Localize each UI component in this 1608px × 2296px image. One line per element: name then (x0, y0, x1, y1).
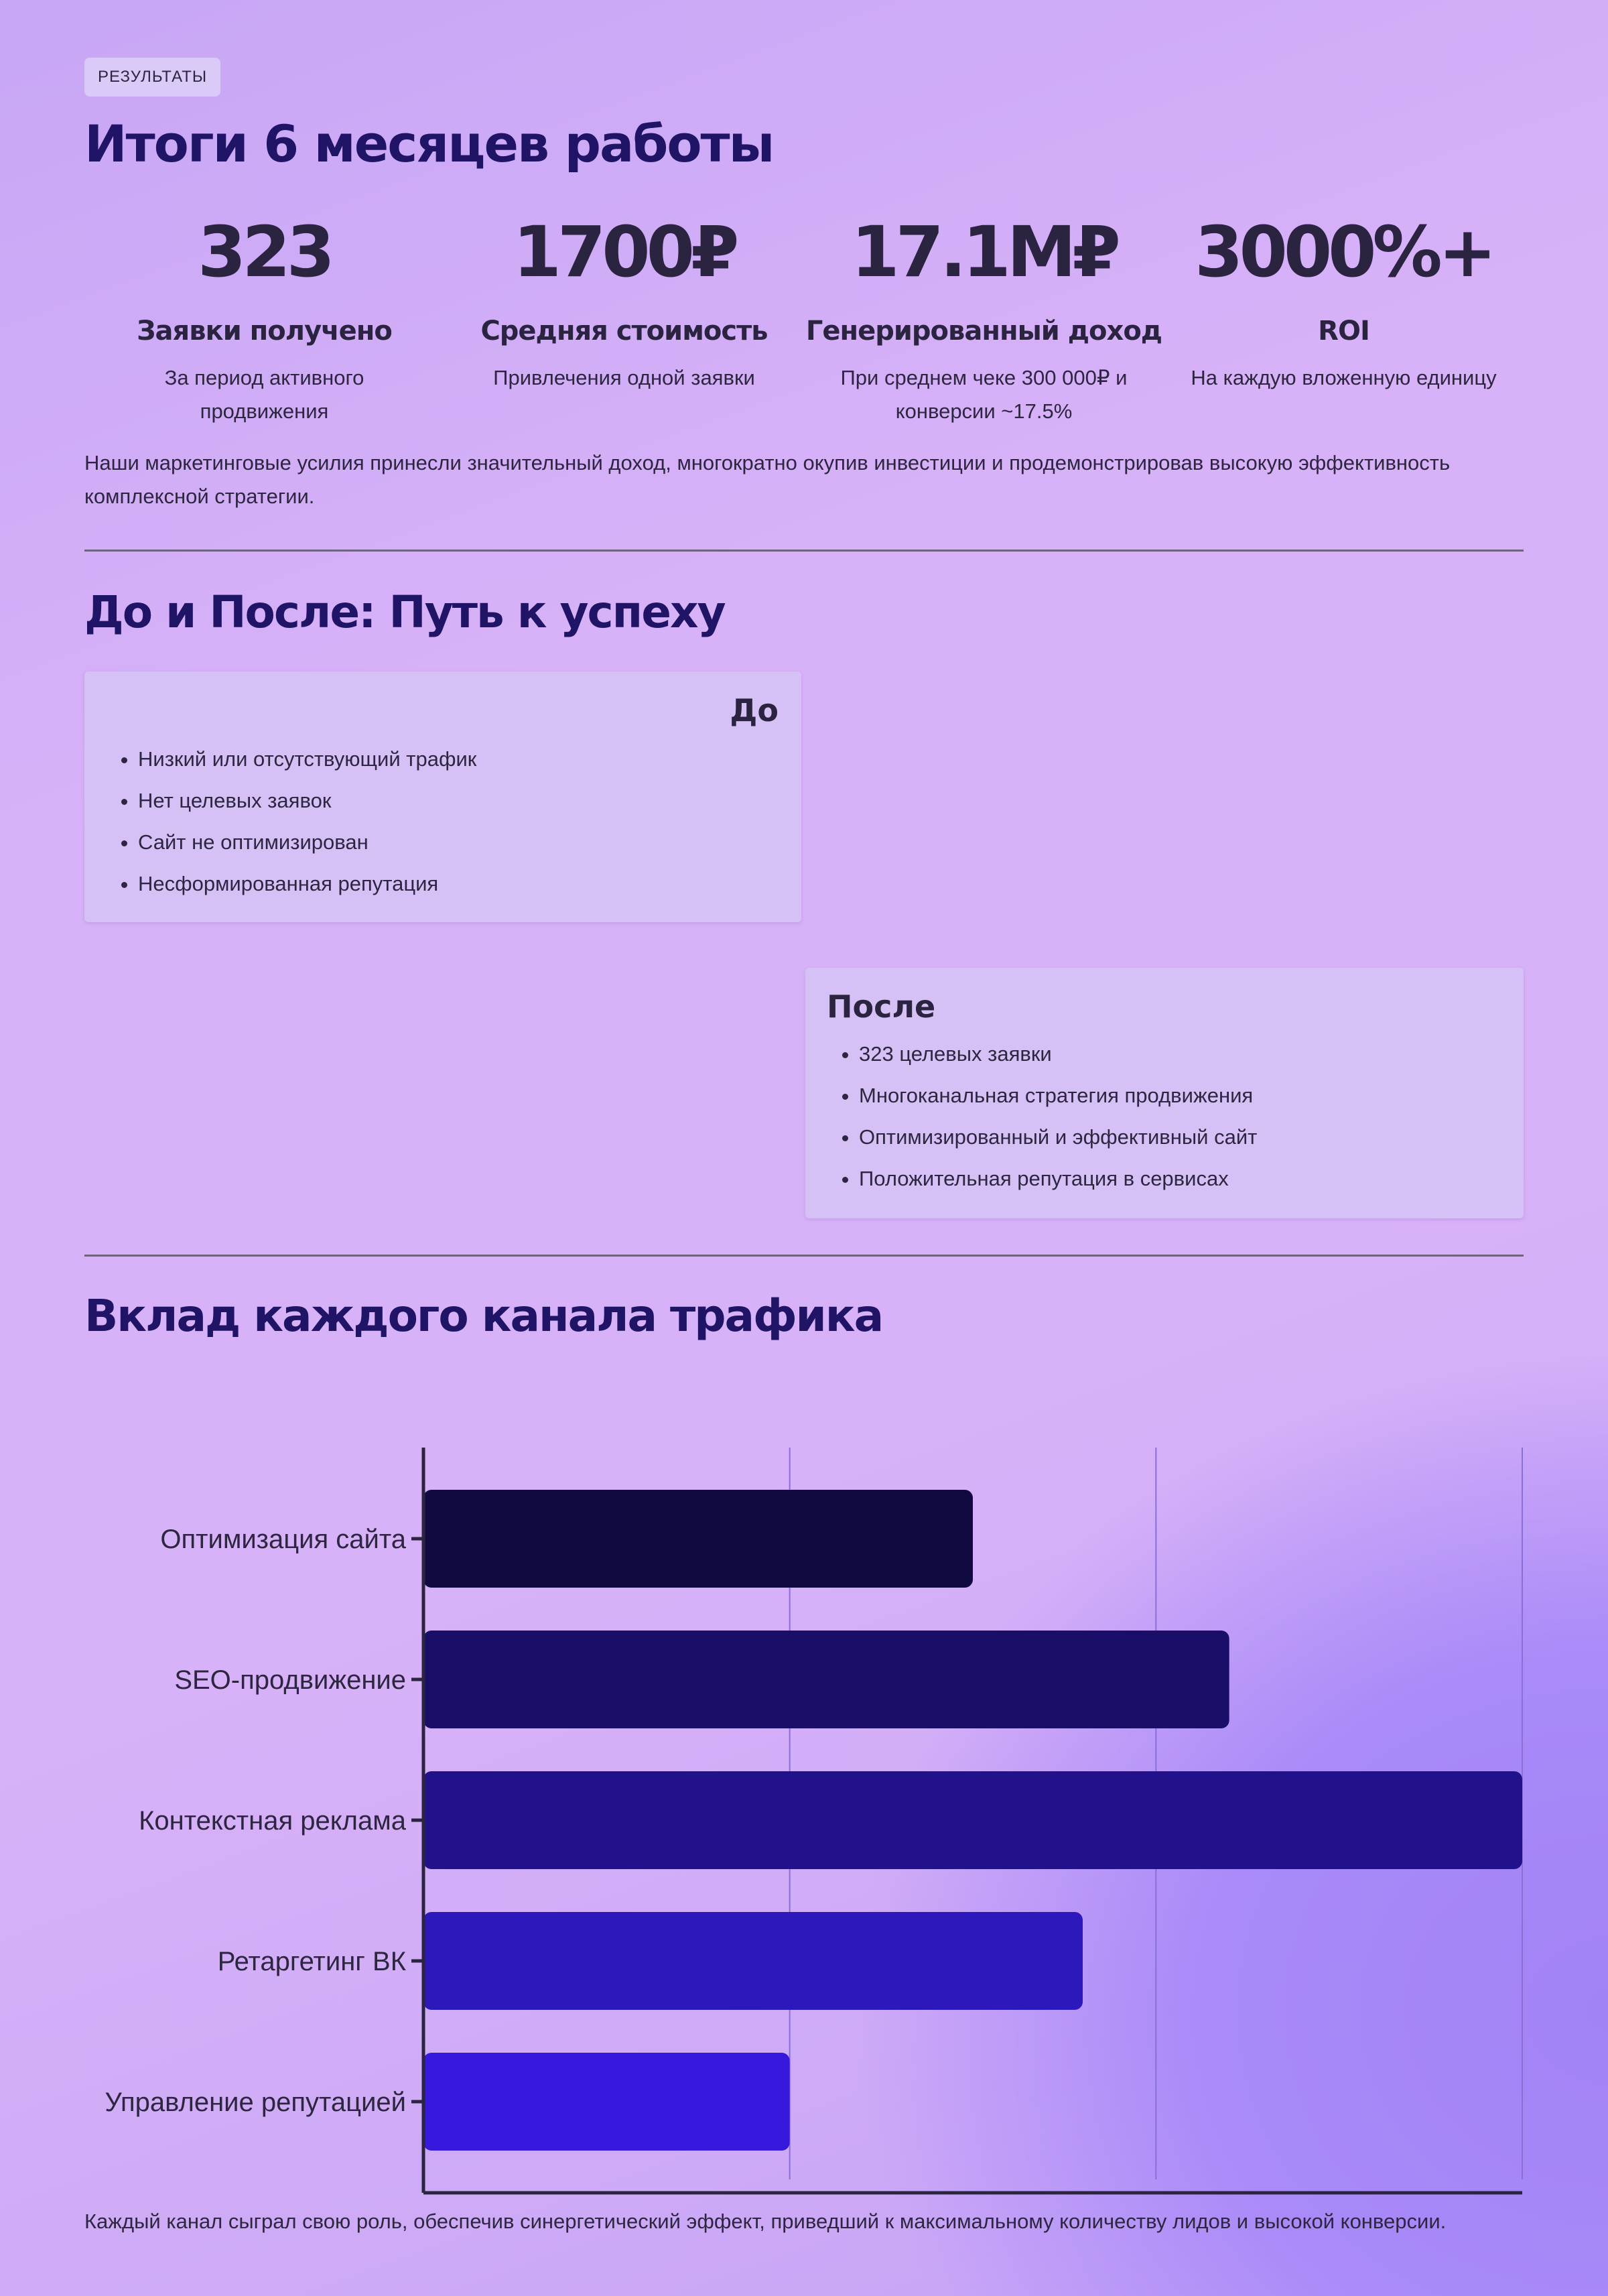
channels-bar-chart: Оптимизация сайта SEO-продвижение Контекст… (105, 1448, 1544, 2238)
category-label: Контекстная реклама (139, 1806, 407, 1836)
before-title: До (730, 692, 779, 728)
stat-label: ROI (1318, 316, 1370, 346)
bar (423, 1912, 1083, 2010)
after-card: После 323 целевых заявки Многоканальная … (805, 968, 1524, 1218)
stat-label: Генерированный доход (805, 316, 1162, 346)
bar (423, 1490, 973, 1588)
divider (84, 550, 1524, 552)
category-label: Управление репутацией (105, 2088, 406, 2117)
stat-value: 323 (197, 211, 335, 293)
stat-label: Заявки получено (137, 316, 393, 346)
bar (423, 1771, 1522, 1869)
stat-description: Привлечения одной заявки (493, 366, 755, 389)
bar (423, 1631, 1229, 1728)
section-badge: РЕЗУЛЬТАТЫ (84, 58, 221, 97)
stat-value: 3000%+ (1195, 211, 1497, 293)
list-item: Положительная репутация в сервисах (859, 1158, 1257, 1200)
list-item: Нет целевых заявок (138, 780, 476, 822)
stat-value: 17.1M₽ (851, 211, 1120, 293)
after-list: 323 целевых заявки Многоканальная страте… (805, 1033, 1257, 1200)
intro-text: Наши маркетинговые усилия принесли значи… (84, 451, 1451, 508)
before-list: Низкий или отсутствующий трафик Нет целе… (84, 739, 476, 905)
divider (84, 1255, 1524, 1257)
stat-revenue: 17.1M₽ Генерированный доход При среднем … (804, 202, 1164, 428)
channels-chart: Оптимизация сайта SEO-продвижение Контекст… (84, 1378, 1544, 2238)
list-item: Низкий или отсутствующий трафик (138, 739, 476, 780)
stat-description: При среднем чеке 300 000₽ и конверсии ~1… (840, 366, 1128, 423)
category-label: Оптимизация сайта (160, 1525, 406, 1554)
list-item: Несформированная репутация (138, 863, 476, 905)
stats-row: 323 Заявки получено За период активного … (84, 202, 1524, 428)
channels-heading: Вклад каждого канала трафика (84, 1290, 884, 1342)
category-label: SEO-продвижение (174, 1665, 406, 1695)
before-card: До Низкий или отсутствующий трафик Нет ц… (84, 672, 801, 922)
stat-roi: 3000%+ ROI На каждую вложенную единицу (1164, 202, 1524, 428)
outro-text: Каждый канал сыграл свою роль, обеспечив… (84, 2210, 1447, 2233)
list-item: Сайт не оптимизирован (138, 822, 476, 863)
stat-description: За период активного продвижения (164, 366, 364, 423)
stat-leads: 323 Заявки получено За период активного … (84, 202, 444, 428)
list-item: Оптимизированный и эффективный сайт (859, 1117, 1257, 1158)
bar (423, 2053, 790, 2151)
list-item: Многоканальная стратегия продвижения (859, 1075, 1257, 1117)
before-after-heading: До и После: Путь к успеху (84, 586, 726, 638)
after-title: После (827, 988, 936, 1025)
stat-value: 1700₽ (513, 211, 740, 293)
stat-cost: 1700₽ Средняя стоимость Привлечения одно… (444, 202, 804, 428)
stat-label: Средняя стоимость (480, 316, 768, 346)
page-title: Итоги 6 месяцев работы (84, 114, 775, 174)
list-item: 323 целевых заявки (859, 1033, 1257, 1075)
stat-description: На каждую вложенную единицу (1191, 366, 1497, 389)
category-label: Ретаргетинг ВК (218, 1947, 407, 1976)
